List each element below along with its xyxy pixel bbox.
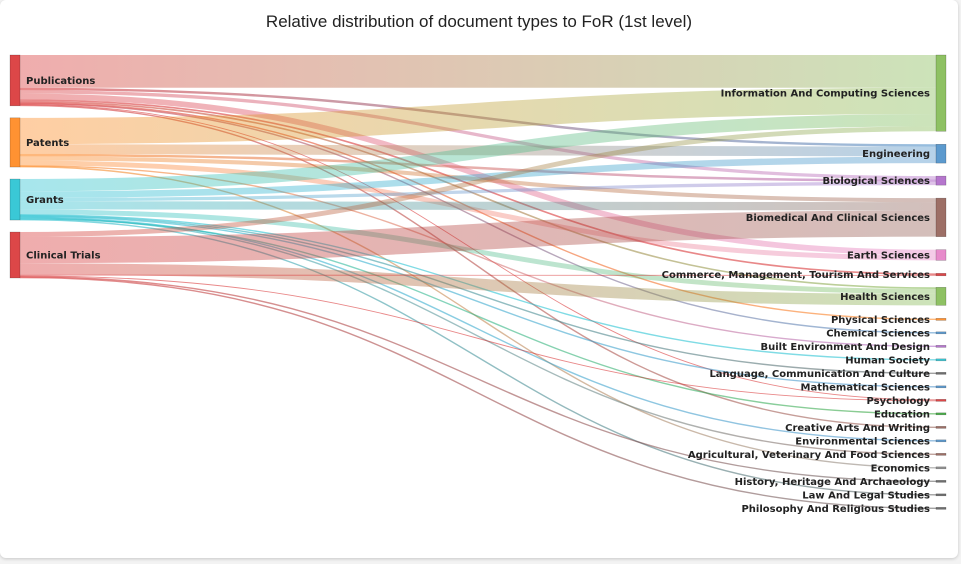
- target-node-law-and-legal-studies[interactable]: [935, 493, 947, 497]
- target-node-economics[interactable]: [935, 466, 947, 470]
- target-label-chemical-sciences: Chemical Sciences: [826, 328, 930, 339]
- target-node-built-environment-and-design[interactable]: [935, 345, 947, 348]
- link-grants-to-health-sciences[interactable]: [19, 209, 937, 294]
- target-label-mathematical-sciences: Mathematical Sciences: [801, 382, 931, 393]
- target-node-mathematical-sciences[interactable]: [935, 385, 947, 389]
- target-node-psychology[interactable]: [935, 399, 947, 402]
- target-node-education[interactable]: [935, 412, 947, 416]
- target-node-chemical-sciences[interactable]: [935, 331, 947, 335]
- source-label-clinical-trials: Clinical Trials: [26, 251, 101, 262]
- source-node-patents[interactable]: [9, 117, 21, 168]
- source-label-publications: Publications: [26, 76, 95, 87]
- target-label-environmental-sciences: Environmental Sciences: [795, 436, 930, 447]
- target-node-environmental-sciences[interactable]: [935, 439, 947, 443]
- target-label-law-and-legal-studies: Law And Legal Studies: [802, 490, 930, 501]
- target-label-earth-sciences: Earth Sciences: [847, 251, 930, 262]
- link-patents-to-earth-sciences[interactable]: [19, 160, 937, 261]
- link-clinical-trials-to-health-sciences[interactable]: [19, 263, 937, 306]
- source-node-grants[interactable]: [9, 178, 21, 221]
- target-label-history-heritage-and-archaeology: History, Heritage And Archaeology: [735, 477, 931, 488]
- target-node-health-sciences[interactable]: [935, 287, 947, 306]
- target-label-psychology: Psychology: [866, 396, 930, 407]
- link-clinical-trials-to-psychology[interactable]: [19, 275, 937, 402]
- target-node-biological-sciences[interactable]: [935, 175, 947, 186]
- target-label-biological-sciences: Biological Sciences: [822, 176, 930, 187]
- target-node-agricultural-veterinary-and-food-sciences[interactable]: [935, 453, 947, 456]
- link-publications-to-health-sciences[interactable]: [19, 100, 937, 289]
- target-label-philosophy-and-religious-studies: Philosophy And Religious Studies: [741, 504, 930, 515]
- target-label-biomedical-and-clinical-sciences: Biomedical And Clinical Sciences: [746, 213, 930, 224]
- target-node-philosophy-and-religious-studies[interactable]: [935, 507, 947, 510]
- target-node-human-society[interactable]: [935, 358, 947, 362]
- target-label-information-and-computing-sciences: Information And Computing Sciences: [721, 89, 930, 100]
- target-label-economics: Economics: [871, 463, 930, 474]
- target-label-agricultural-veterinary-and-food-sciences: Agricultural, Veterinary And Food Scienc…: [688, 450, 930, 461]
- target-node-biomedical-and-clinical-sciences[interactable]: [935, 197, 947, 237]
- link-clinical-trials-to-history-heritage-and-archaeology[interactable]: [19, 276, 937, 483]
- target-label-built-environment-and-design: Built Environment And Design: [761, 342, 931, 353]
- sankey-nodes: [9, 54, 947, 510]
- target-label-engineering: Engineering: [862, 149, 930, 160]
- target-label-human-society: Human Society: [845, 355, 930, 366]
- source-label-grants: Grants: [26, 195, 64, 206]
- source-label-patents: Patents: [26, 138, 69, 149]
- link-clinical-trials-to-philosophy-and-religious-studies[interactable]: [19, 276, 937, 510]
- target-label-commerce-management-tourism-and-services: Commerce, Management, Tourism And Servic…: [662, 270, 930, 281]
- target-node-information-and-computing-sciences[interactable]: [935, 54, 947, 132]
- target-node-engineering[interactable]: [935, 144, 947, 164]
- link-grants-to-biomedical-and-clinical-sciences[interactable]: [19, 201, 937, 211]
- target-node-language-communication-and-culture[interactable]: [935, 372, 947, 375]
- target-node-earth-sciences[interactable]: [935, 249, 947, 261]
- link-publications-to-biological-sciences[interactable]: [19, 90, 937, 180]
- target-node-physical-sciences[interactable]: [935, 318, 947, 321]
- link-grants-to-engineering[interactable]: [19, 156, 937, 198]
- link-publications-to-commerce-management-tourism-and-services[interactable]: [19, 99, 937, 275]
- target-node-history-heritage-and-archaeology[interactable]: [935, 480, 947, 483]
- link-grants-to-agricultural-veterinary-and-food-sciences[interactable]: [19, 217, 937, 456]
- target-label-education: Education: [874, 409, 930, 420]
- source-node-publications[interactable]: [9, 54, 21, 107]
- target-label-physical-sciences: Physical Sciences: [831, 315, 930, 326]
- target-label-health-sciences: Health Sciences: [840, 292, 930, 303]
- sankey-links: [19, 54, 937, 510]
- link-clinical-trials-to-biomedical-and-clinical-sciences[interactable]: [19, 210, 937, 264]
- sankey-labels: Publications Patents Grants Clinical Trials…: [26, 76, 930, 515]
- source-node-clinical-trials[interactable]: [9, 231, 21, 279]
- link-clinical-trials-to-information-and-computing-sciences[interactable]: [19, 126, 937, 237]
- link-grants-to-language-communication-and-culture[interactable]: [19, 214, 937, 375]
- link-patents-to-information-and-computing-sciences[interactable]: [19, 87, 937, 145]
- target-node-creative-arts-and-writing[interactable]: [935, 426, 947, 429]
- target-label-creative-arts-and-writing: Creative Arts And Writing: [785, 423, 930, 434]
- target-node-commerce-management-tourism-and-services[interactable]: [935, 273, 947, 277]
- chart-title: Relative distribution of document types …: [265, 12, 693, 31]
- target-label-language-communication-and-culture: Language, Communication And Culture: [709, 369, 930, 380]
- link-patents-to-biological-sciences[interactable]: [19, 153, 937, 182]
- link-grants-to-biological-sciences[interactable]: [19, 181, 937, 202]
- link-grants-to-information-and-computing-sciences[interactable]: [19, 114, 937, 192]
